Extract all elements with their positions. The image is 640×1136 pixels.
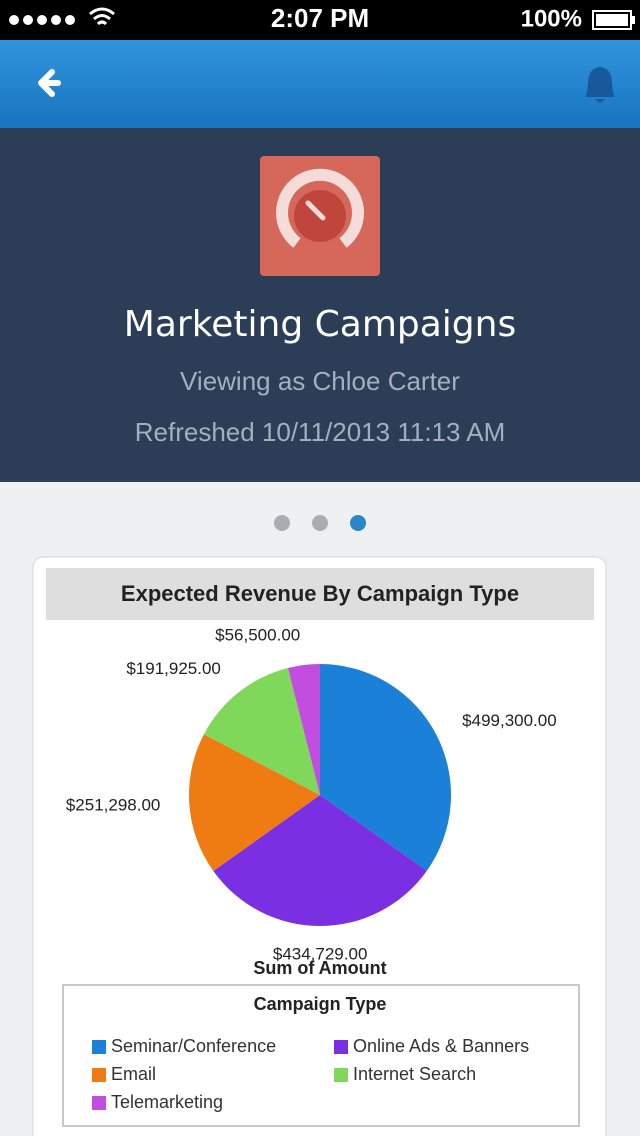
time: 2:07 PM: [271, 3, 369, 33]
pie-slice: [320, 664, 452, 871]
status-bar: [0, 0, 640, 40]
viewing-as: Viewing as Chloe Carter: [180, 366, 460, 396]
refreshed: Refreshed 10/11/2013 11:13 AM: [135, 417, 506, 447]
pie-slice: [188, 734, 320, 872]
battery-text: 100%: [521, 5, 582, 32]
dashboard-title: Marketing Campaigns: [124, 304, 516, 345]
gauge-icon: [276, 168, 364, 248]
legend-swatch: [92, 1068, 106, 1082]
legend-swatch: [334, 1068, 348, 1082]
legend-swatch: [92, 1096, 106, 1110]
legend-label: Seminar/Conference: [111, 1036, 276, 1056]
chart-title: Expected Revenue By Campaign Type: [121, 581, 519, 606]
legend-swatch: [92, 1040, 106, 1054]
signal: [9, 15, 75, 25]
value-label: $191,925.00: [126, 659, 221, 678]
legend-title: Campaign Type: [254, 994, 387, 1014]
value-label: $499,300.00: [462, 711, 557, 730]
value-label: $56,500.00: [215, 626, 300, 645]
x-axis-label: Sum of Amount: [253, 958, 386, 978]
chart-title-bar: [46, 568, 594, 620]
legend-swatch: [334, 1040, 348, 1054]
legend: [62, 984, 580, 1127]
page-dot[interactable]: [274, 515, 290, 531]
legend-label: Online Ads & Banners: [353, 1036, 529, 1056]
notifications-button[interactable]: [586, 67, 614, 103]
pie-slice: [203, 667, 320, 795]
legend-label: Telemarketing: [111, 1092, 223, 1112]
legend-label: Email: [111, 1064, 156, 1084]
back-button[interactable]: [38, 69, 61, 97]
battery-icon: [592, 10, 635, 30]
legend-label: Internet Search: [353, 1064, 476, 1084]
nav-bar: [0, 40, 640, 128]
wifi-icon: [89, 7, 115, 26]
page-dot[interactable]: [312, 515, 328, 531]
value-label: $251,298.00: [66, 795, 161, 814]
page-dot-active[interactable]: [350, 515, 366, 531]
pie-slice: [287, 664, 320, 795]
value-label: $434,729.00: [273, 944, 368, 963]
pie-slice: [213, 795, 427, 927]
